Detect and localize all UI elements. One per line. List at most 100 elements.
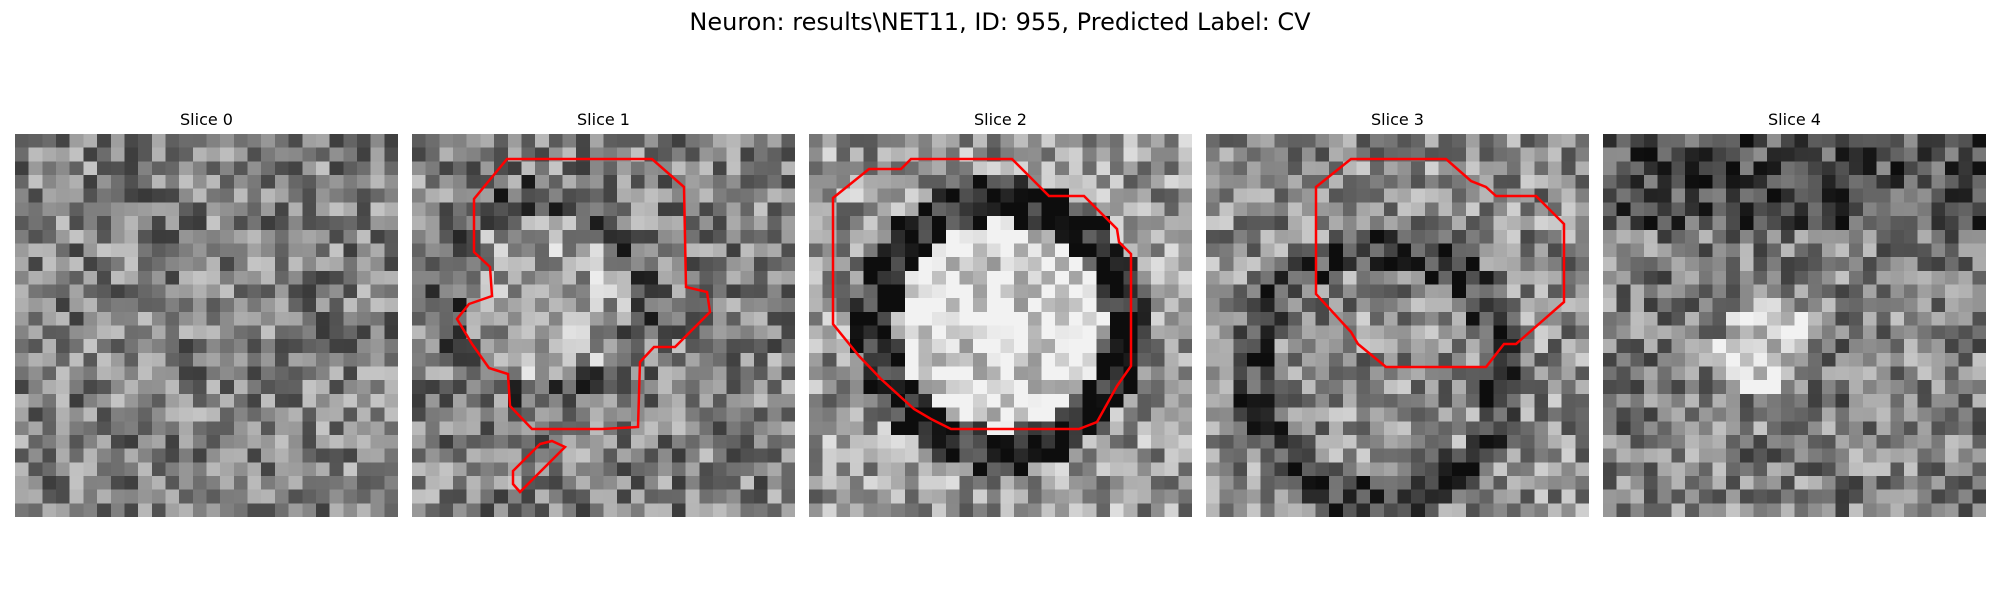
image-pixel [973, 216, 988, 231]
image-pixel [1178, 407, 1192, 422]
image-pixel [179, 243, 194, 258]
image-pixel [1575, 489, 1589, 504]
image-pixel [1958, 475, 1973, 491]
image-pixel [1274, 270, 1289, 286]
image-pixel [740, 503, 755, 517]
image-pixel [1356, 325, 1371, 340]
image-pixel [1452, 407, 1467, 422]
image-pixel [1370, 366, 1385, 381]
image-pixel [1233, 380, 1248, 395]
image-pixel [986, 284, 1002, 299]
image-pixel [1233, 325, 1248, 340]
image-pixel [1219, 462, 1234, 477]
image-pixel [439, 489, 454, 504]
image-pixel [932, 298, 947, 313]
image-pixel [192, 462, 208, 477]
image-pixel [288, 503, 303, 517]
image-pixel [548, 134, 564, 149]
image-pixel [110, 339, 126, 354]
image-pixel [1739, 311, 1755, 327]
image-pixel [781, 175, 795, 190]
image-pixel [1370, 434, 1385, 450]
image-pixel [1520, 434, 1535, 450]
image-pixel [1383, 243, 1399, 258]
image-pixel [480, 448, 495, 463]
image-pixel [726, 407, 741, 422]
image-pixel [1876, 216, 1891, 231]
image-pixel [1301, 311, 1317, 327]
image-pixel [589, 175, 605, 190]
image-pixel [1876, 147, 1891, 162]
image-pixel [247, 298, 262, 313]
image-pixel [959, 161, 974, 176]
image-pixel [1465, 134, 1481, 149]
image-pixel [1055, 448, 1070, 463]
image-pixel [83, 339, 98, 354]
image-pixel [1849, 489, 1864, 504]
image-pixel [1274, 147, 1289, 162]
image-pixel [1958, 462, 1973, 477]
image-pixel [863, 475, 878, 491]
image-pixel [1931, 503, 1946, 517]
image-pixel [288, 147, 303, 162]
image-pixel [1767, 270, 1782, 286]
image-pixel [877, 216, 892, 231]
image-pixel [110, 188, 126, 203]
slice-image [1603, 134, 1986, 517]
image-pixel [83, 352, 98, 368]
image-pixel [28, 475, 43, 491]
image-pixel [138, 462, 153, 477]
image-pixel [932, 202, 947, 217]
image-pixel [521, 352, 536, 368]
image-pixel [1712, 339, 1727, 354]
image-pixel [1150, 175, 1166, 190]
image-pixel [1808, 380, 1823, 395]
image-pixel [315, 257, 331, 272]
image-pixel [521, 188, 536, 203]
image-pixel [1096, 380, 1111, 395]
image-pixel [274, 325, 290, 340]
image-pixel [699, 202, 714, 217]
image-pixel [1055, 202, 1070, 217]
image-pixel [288, 475, 303, 491]
image-pixel [548, 257, 564, 272]
image-pixel [1644, 270, 1659, 286]
image-pixel [726, 147, 741, 162]
image-pixel [1301, 489, 1317, 504]
image-pixel [507, 475, 523, 491]
image-pixel [151, 311, 167, 327]
image-pixel [521, 298, 536, 313]
image-pixel [1465, 448, 1481, 463]
image-pixel [877, 393, 892, 409]
image-pixel [1383, 188, 1399, 203]
image-pixel [343, 448, 358, 463]
image-pixel [1876, 311, 1891, 327]
image-pixel [151, 243, 167, 258]
image-pixel [671, 202, 687, 217]
image-pixel [439, 147, 454, 162]
image-pixel [1411, 202, 1426, 217]
image-pixel [329, 434, 344, 450]
image-pixel [220, 311, 235, 327]
image-pixel [1575, 339, 1589, 354]
image-pixel [288, 339, 303, 354]
image-pixel [891, 325, 906, 340]
image-pixel [261, 243, 276, 258]
image-pixel [356, 188, 372, 203]
image-pixel [1123, 448, 1138, 463]
image-pixel [1808, 503, 1823, 517]
image-pixel [945, 188, 961, 203]
image-pixel [274, 503, 290, 517]
image-pixel [918, 503, 933, 517]
image-pixel [712, 257, 728, 272]
image-pixel [28, 147, 43, 162]
image-pixel [671, 462, 687, 477]
image-pixel [1630, 229, 1645, 245]
image-pixel [1370, 421, 1385, 436]
image-pixel [1808, 270, 1823, 286]
image-pixel [165, 325, 180, 340]
image-pixel [781, 462, 795, 477]
image-pixel [1616, 216, 1631, 231]
image-pixel [904, 284, 920, 299]
image-pixel [1411, 243, 1426, 258]
